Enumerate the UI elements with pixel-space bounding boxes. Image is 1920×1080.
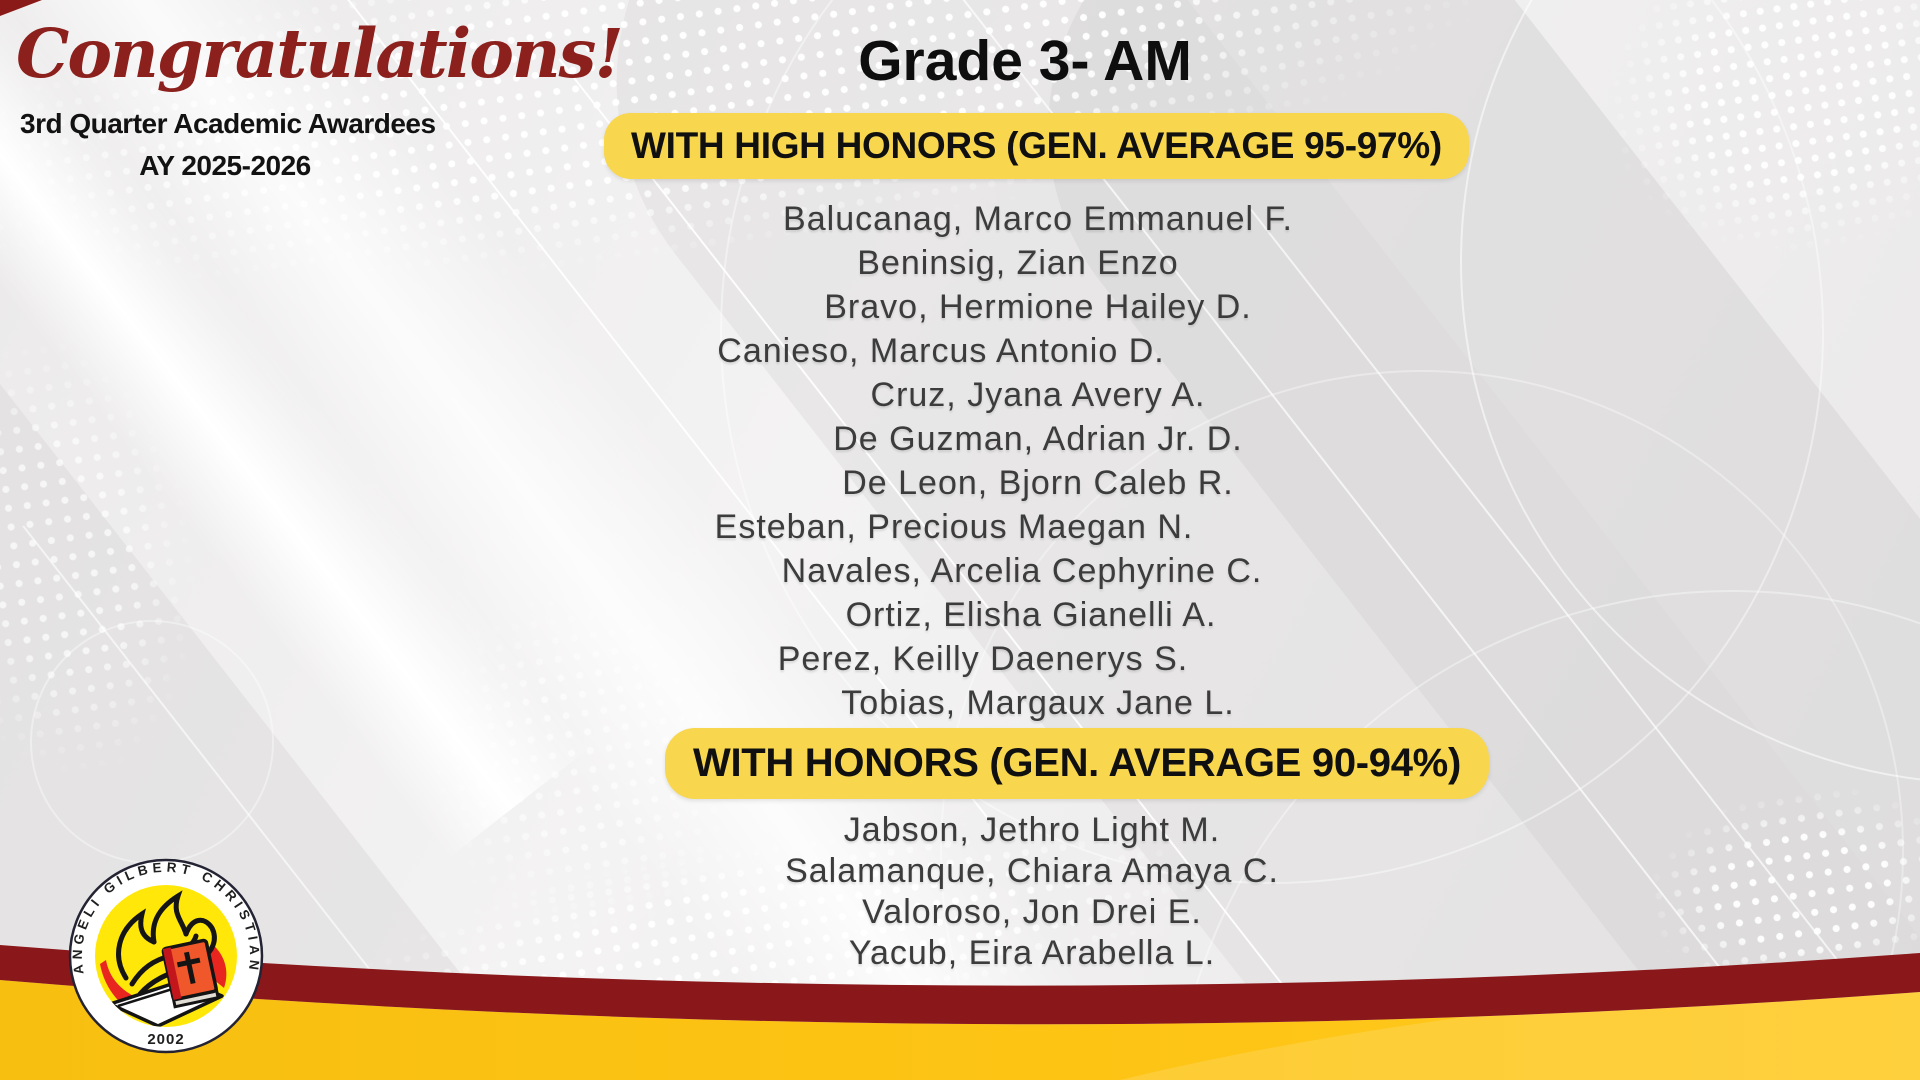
subtitle-academic-year: AY 2025-2026 [139, 150, 311, 181]
honors-name-list: Jabson, Jethro Light M. Salamanque, Chiar… [512, 810, 1552, 974]
bg-halftone-dots [1637, 769, 1920, 1011]
student-name: Beninsig, Zian Enzo [857, 244, 1179, 282]
school-logo: ANGELI GILBERT CHRISTIAN ACADEMY 2002 [66, 856, 264, 1054]
honors-badge: WITH HONORS (GEN. AVERAGE 90-94%) [665, 728, 1489, 799]
student-name: Esteban, Precious Maegan N. [714, 508, 1194, 546]
student-name: De Guzman, Adrian Jr. D. [833, 420, 1243, 458]
wave-gold-highlight [1120, 972, 1920, 1080]
student-name: Valoroso, Jon Drei E. [862, 893, 1202, 931]
class-title: Grade 3- AM [858, 29, 1192, 93]
student-name: De Leon, Bjorn Caleb R. [842, 464, 1234, 502]
student-name: Jabson, Jethro Light M. [843, 811, 1221, 849]
bg-circle-outline [30, 620, 274, 864]
student-name: Tobias, Margaux Jane L. [841, 684, 1235, 722]
student-name: Bravo, Hermione Hailey D. [824, 288, 1252, 326]
student-name: Cruz, Jyana Avery A. [870, 376, 1206, 414]
congratulations-script-text: Congratulations! [16, 14, 624, 93]
bg-halftone-dots [1589, 0, 1920, 275]
student-name: Balucanag, Marco Emmanuel F. [783, 200, 1293, 238]
logo-year: 2002 [147, 1031, 184, 1048]
subtitle-awardees: 3rd Quarter Academic Awardees [20, 108, 436, 139]
student-name: Perez, Keilly Daenerys S. [777, 640, 1189, 678]
high-honors-name-list: Balucanag, Marco Emmanuel F. Beninsig, Zi… [518, 197, 1558, 725]
high-honors-badge: WITH HIGH HONORS (GEN. AVERAGE 95-97%) [604, 113, 1469, 179]
student-name: Canieso, Marcus Antonio D. [717, 332, 1165, 370]
student-name: Navales, Arcelia Cephyrine C. [781, 552, 1263, 590]
student-name: Salamanque, Chiara Amaya C. [785, 852, 1279, 890]
student-name: Ortiz, Elisha Gianelli A. [845, 596, 1217, 634]
student-name: Yacub, Eira Arabella L. [848, 934, 1216, 972]
bg-halftone-dots [0, 323, 219, 787]
wave-gold-band [0, 980, 1920, 1080]
